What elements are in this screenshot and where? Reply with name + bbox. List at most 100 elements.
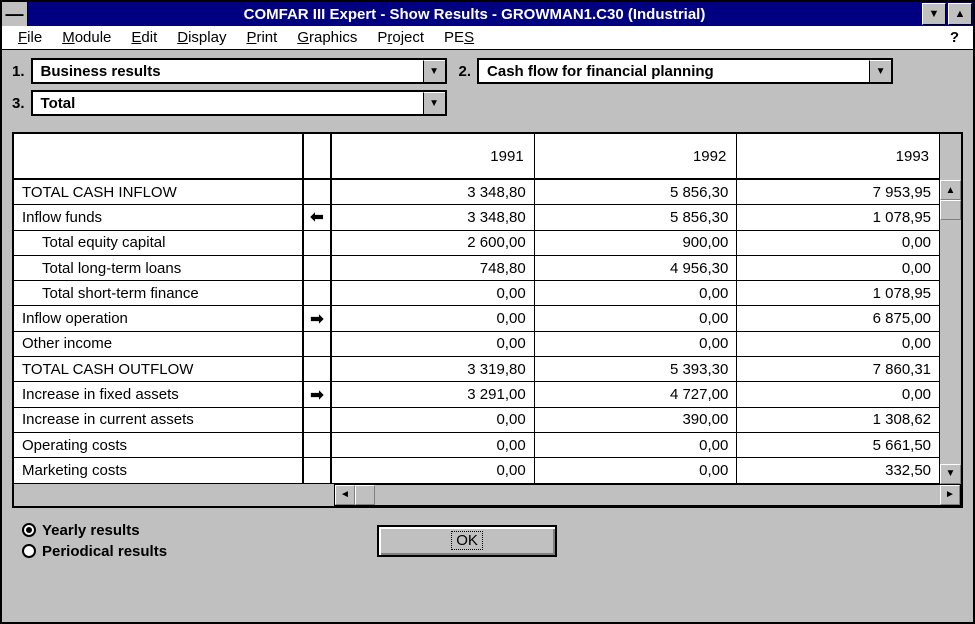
data-cell: 2 600,00 bbox=[332, 231, 534, 256]
scroll-left-icon[interactable]: ◄ bbox=[335, 485, 355, 505]
data-cell: 0,00 bbox=[535, 281, 737, 306]
selector-2-label: 2. bbox=[459, 63, 472, 80]
data-cell: 0,00 bbox=[535, 332, 737, 357]
year-col-1: 1992 5 856,305 856,30900,004 956,300,000… bbox=[535, 134, 738, 484]
selector-1-value: Business results bbox=[33, 60, 423, 82]
arrow-empty bbox=[304, 458, 330, 483]
arrow-empty bbox=[304, 180, 330, 205]
menu-display[interactable]: Display bbox=[167, 29, 236, 46]
menu-edit[interactable]: Edit bbox=[121, 29, 167, 46]
label-header bbox=[14, 134, 302, 180]
menu-pes[interactable]: PES bbox=[434, 29, 484, 46]
scroll-up-icon[interactable]: ▲ bbox=[940, 180, 961, 200]
footer-area: Yearly results Periodical results OK bbox=[12, 508, 963, 562]
menu-project[interactable]: Project bbox=[367, 29, 434, 46]
selector-3-label: 3. bbox=[12, 95, 25, 112]
row-label: Other income bbox=[14, 332, 302, 357]
data-cell: 0,00 bbox=[737, 231, 939, 256]
data-cell: 7 860,31 bbox=[737, 357, 939, 382]
hscroll-track-area[interactable] bbox=[375, 485, 940, 505]
right-arrow-icon[interactable]: ➡ bbox=[304, 382, 330, 407]
data-cell: 5 393,30 bbox=[535, 357, 737, 382]
data-cell: 0,00 bbox=[535, 433, 737, 458]
label-column: TOTAL CASH INFLOWInflow fundsTotal equit… bbox=[14, 134, 304, 484]
data-cell: 1 078,95 bbox=[737, 281, 939, 306]
data-cell: 0,00 bbox=[332, 408, 534, 433]
horizontal-scrollbar-row: ◄ ► bbox=[14, 484, 961, 506]
left-arrow-icon[interactable]: ⬅ bbox=[304, 205, 330, 230]
arrow-empty bbox=[304, 256, 330, 281]
selector-2-dropdown-icon[interactable]: ▼ bbox=[869, 60, 891, 82]
selector-row-2: 3. Total ▼ bbox=[12, 90, 963, 116]
minimize-button[interactable]: ▼ bbox=[922, 3, 946, 25]
data-cell: 0,00 bbox=[332, 332, 534, 357]
arrow-empty bbox=[304, 433, 330, 458]
right-arrow-icon[interactable]: ➡ bbox=[304, 306, 330, 331]
selector-1-combo[interactable]: Business results ▼ bbox=[31, 58, 447, 84]
data-cell: 748,80 bbox=[332, 256, 534, 281]
data-cell: 3 291,00 bbox=[332, 382, 534, 407]
selector-2: 2. Cash flow for financial planning ▼ bbox=[459, 58, 894, 84]
selector-2-combo[interactable]: Cash flow for financial planning ▼ bbox=[477, 58, 893, 84]
ok-button[interactable]: OK bbox=[377, 525, 557, 557]
data-cell: 390,00 bbox=[535, 408, 737, 433]
menu-print[interactable]: Print bbox=[236, 29, 287, 46]
selector-3-dropdown-icon[interactable]: ▼ bbox=[423, 92, 445, 114]
row-label: Total equity capital bbox=[14, 231, 302, 256]
data-cell: 1 078,95 bbox=[737, 205, 939, 230]
row-label: Increase in fixed assets bbox=[14, 382, 302, 407]
data-cell: 332,50 bbox=[737, 458, 939, 483]
year-header-0: 1991 bbox=[332, 134, 534, 180]
selector-3-combo[interactable]: Total ▼ bbox=[31, 90, 447, 116]
year-col-2: 1993 7 953,951 078,950,000,001 078,956 8… bbox=[737, 134, 939, 484]
data-cell: 0,00 bbox=[535, 458, 737, 483]
data-cell: 3 319,80 bbox=[332, 357, 534, 382]
menu-file[interactable]: File bbox=[8, 29, 52, 46]
ok-button-wrap: OK bbox=[207, 525, 953, 557]
row-label: Total long-term loans bbox=[14, 256, 302, 281]
hscroll-thumb[interactable] bbox=[355, 485, 375, 505]
data-cell: 5 856,30 bbox=[535, 205, 737, 230]
scroll-down-icon[interactable]: ▼ bbox=[940, 464, 961, 484]
selector-1-dropdown-icon[interactable]: ▼ bbox=[423, 60, 445, 82]
year-header-2: 1993 bbox=[737, 134, 939, 180]
selector-1: 1. Business results ▼ bbox=[12, 58, 447, 84]
menu-help[interactable]: ? bbox=[942, 29, 967, 46]
title-bar: — COMFAR III Expert - Show Results - GRO… bbox=[2, 2, 973, 26]
data-cell: 0,00 bbox=[737, 332, 939, 357]
data-cell: 0,00 bbox=[332, 281, 534, 306]
maximize-button[interactable]: ▲ bbox=[948, 3, 972, 25]
radio-periodical[interactable]: Periodical results bbox=[22, 543, 167, 560]
data-cell: 3 348,80 bbox=[332, 205, 534, 230]
radio-yearly[interactable]: Yearly results bbox=[22, 522, 167, 539]
data-cell: 7 953,95 bbox=[737, 180, 939, 205]
radio-dot-icon bbox=[26, 527, 32, 533]
arrow-empty bbox=[304, 332, 330, 357]
arrow-empty bbox=[304, 231, 330, 256]
table-grid: TOTAL CASH INFLOWInflow fundsTotal equit… bbox=[14, 134, 961, 484]
menu-module[interactable]: Module bbox=[52, 29, 121, 46]
results-table: TOTAL CASH INFLOWInflow fundsTotal equit… bbox=[12, 132, 963, 508]
horizontal-scrollbar[interactable]: ◄ ► bbox=[334, 484, 961, 506]
data-cell: 3 348,80 bbox=[332, 180, 534, 205]
vscroll-thumb[interactable] bbox=[940, 200, 961, 220]
data-cell: 4 956,30 bbox=[535, 256, 737, 281]
data-cell: 0,00 bbox=[535, 306, 737, 331]
scroll-right-icon[interactable]: ► bbox=[940, 485, 960, 505]
data-cell: 0,00 bbox=[332, 458, 534, 483]
arrow-column: ⬅ ➡ ➡ bbox=[304, 134, 332, 484]
data-cell: 0,00 bbox=[737, 382, 939, 407]
data-cell: 900,00 bbox=[535, 231, 737, 256]
arrow-empty bbox=[304, 357, 330, 382]
menu-bar: File Module Edit Display Print Graphics … bbox=[2, 26, 973, 50]
ok-button-label: OK bbox=[451, 531, 483, 550]
menu-graphics[interactable]: Graphics bbox=[287, 29, 367, 46]
hscroll-spacer bbox=[14, 484, 334, 506]
system-menu-icon[interactable]: — bbox=[2, 2, 28, 26]
window-buttons: ▼ ▲ bbox=[921, 2, 973, 26]
selector-row-1: 1. Business results ▼ 2. Cash flow for f… bbox=[12, 58, 963, 84]
window-title: COMFAR III Expert - Show Results - GROWM… bbox=[28, 6, 921, 23]
radio-periodical-circle bbox=[22, 544, 36, 558]
vertical-scrollbar[interactable]: ▲ ▼ bbox=[939, 134, 961, 484]
data-cell: 0,00 bbox=[737, 256, 939, 281]
